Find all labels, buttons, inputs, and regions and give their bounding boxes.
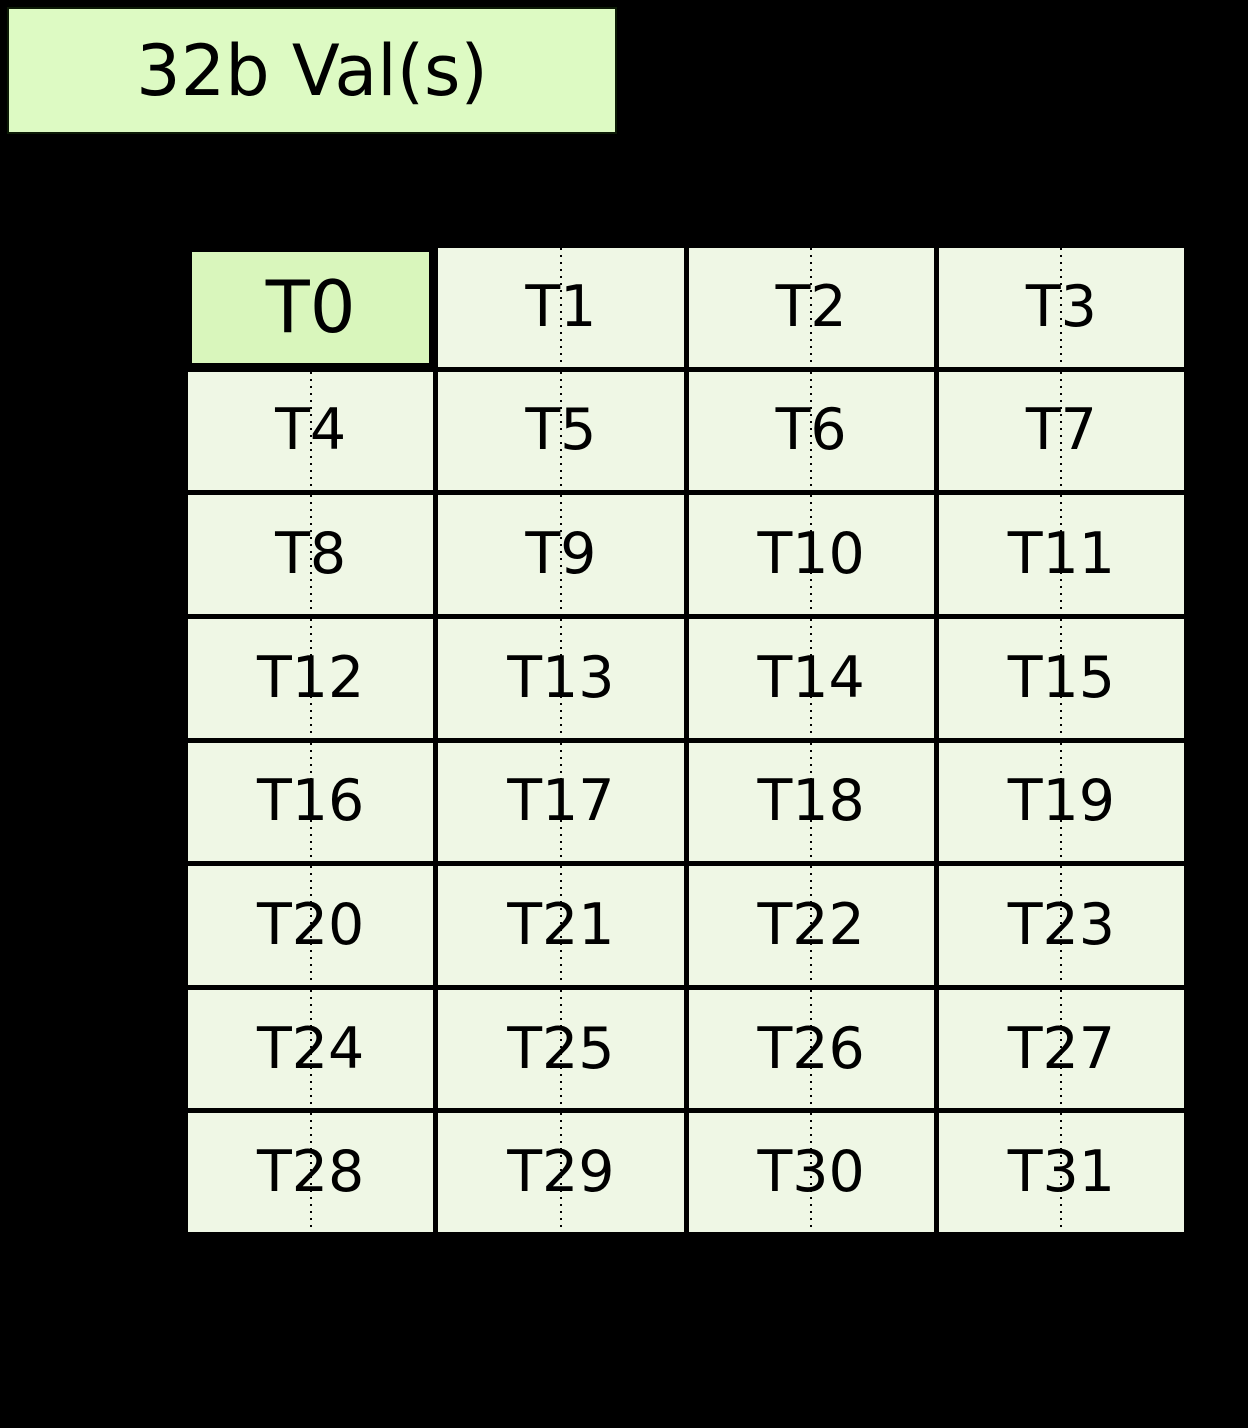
thread-label: T23 (1007, 891, 1116, 958)
thread-cell-t6: T6 (688, 371, 934, 491)
column-guide-dotline (1060, 495, 1063, 614)
column-guide-dotline (559, 866, 562, 985)
column-guide-dotline (559, 1113, 562, 1232)
thread-label: T2 (775, 273, 847, 340)
column-guide-dotline (1060, 1113, 1063, 1232)
column-guide-dotline (810, 866, 813, 985)
thread-cell-t25: T25 (438, 989, 684, 1109)
thread-cell-t31: T31 (938, 1113, 1184, 1232)
column-guide-dotline (1060, 618, 1063, 738)
thread-label: T12 (256, 644, 365, 711)
value-width-title-box: 32b Val(s) (7, 7, 617, 134)
thread-cell-t26: T26 (688, 989, 934, 1109)
thread-cell-t22: T22 (688, 866, 934, 985)
thread-cell-t27: T27 (938, 989, 1184, 1109)
thread-label: T6 (775, 397, 847, 464)
thread-label: T14 (757, 644, 865, 711)
thread-label: T13 (507, 644, 615, 711)
column-guide-dotline (309, 371, 312, 491)
thread-cell-t23: T23 (938, 866, 1184, 985)
thread-grid: T0 T1 T2 T3 T4 T5 T6 T7 T8 T9 T10 T (182, 242, 1190, 1238)
thread-label: T31 (1007, 1139, 1116, 1206)
thread-cell-t10: T10 (688, 495, 934, 614)
thread-label: T30 (757, 1139, 865, 1206)
column-guide-dotline (810, 989, 813, 1109)
column-guide-dotline (559, 371, 562, 491)
value-width-label: 32b Val(s) (136, 29, 488, 112)
thread-label: T28 (256, 1139, 365, 1206)
thread-cell-t12: T12 (188, 618, 434, 738)
column-guide-dotline (810, 248, 813, 367)
thread-label: T24 (256, 1015, 365, 1082)
column-guide-dotline (559, 248, 562, 367)
thread-cell-t17: T17 (438, 742, 684, 862)
column-guide-dotline (1060, 989, 1063, 1109)
thread-label: T11 (1007, 521, 1116, 588)
thread-cell-t19: T19 (938, 742, 1184, 862)
thread-cell-t5: T5 (438, 371, 684, 491)
column-guide-dotline (1060, 248, 1063, 367)
thread-cell-t14: T14 (688, 618, 934, 738)
thread-label: T0 (265, 265, 356, 350)
thread-label: T22 (757, 891, 865, 958)
column-guide-dotline (309, 618, 312, 738)
column-guide-dotline (810, 371, 813, 491)
thread-cell-t30: T30 (688, 1113, 934, 1232)
thread-label: T5 (525, 397, 597, 464)
thread-label: T17 (507, 768, 615, 835)
thread-label: T26 (757, 1015, 865, 1082)
thread-cell-t7: T7 (938, 371, 1184, 491)
column-guide-dotline (309, 742, 312, 862)
thread-cell-t11: T11 (938, 495, 1184, 614)
thread-cell-t2: T2 (688, 248, 934, 367)
column-guide-dotline (309, 866, 312, 985)
thread-label: T7 (1025, 397, 1097, 464)
thread-label: T18 (757, 768, 865, 835)
column-guide-dotline (810, 742, 813, 862)
thread-cell-t8: T8 (188, 495, 434, 614)
thread-label: T16 (256, 768, 365, 835)
thread-label: T15 (1007, 644, 1116, 711)
thread-label: T19 (1007, 768, 1116, 835)
thread-label: T3 (1025, 273, 1097, 340)
column-guide-dotline (309, 1113, 312, 1232)
thread-cell-t9: T9 (438, 495, 684, 614)
thread-label: T25 (507, 1015, 615, 1082)
thread-cell-t24: T24 (188, 989, 434, 1109)
thread-label: T27 (1007, 1015, 1116, 1082)
column-guide-dotline (810, 618, 813, 738)
thread-cell-t4: T4 (188, 371, 434, 491)
thread-label: T8 (275, 521, 347, 588)
thread-cell-t21: T21 (438, 866, 684, 985)
column-guide-dotline (559, 989, 562, 1109)
column-guide-dotline (810, 495, 813, 614)
thread-cell-t1: T1 (438, 248, 684, 367)
thread-cell-t20: T20 (188, 866, 434, 985)
thread-cell-t28: T28 (188, 1113, 434, 1232)
column-guide-dotline (1060, 742, 1063, 862)
thread-label: T1 (525, 273, 597, 340)
column-guide-dotline (559, 742, 562, 862)
column-guide-dotline (1060, 866, 1063, 985)
thread-cell-t13: T13 (438, 618, 684, 738)
thread-cell-t3: T3 (938, 248, 1184, 367)
thread-cell-t29: T29 (438, 1113, 684, 1232)
thread-cell-t0: T0 (188, 248, 434, 367)
thread-label: T10 (757, 521, 865, 588)
column-guide-dotline (559, 495, 562, 614)
column-guide-dotline (810, 1113, 813, 1232)
thread-label: T21 (507, 891, 615, 958)
thread-cell-t18: T18 (688, 742, 934, 862)
column-guide-dotline (309, 989, 312, 1109)
thread-cell-t16: T16 (188, 742, 434, 862)
column-guide-dotline (559, 618, 562, 738)
thread-label: T9 (525, 521, 597, 588)
thread-cell-t15: T15 (938, 618, 1184, 738)
thread-label: T29 (507, 1139, 615, 1206)
thread-label: T4 (275, 397, 347, 464)
column-guide-dotline (1060, 371, 1063, 491)
column-guide-dotline (309, 495, 312, 614)
thread-label: T20 (256, 891, 365, 958)
